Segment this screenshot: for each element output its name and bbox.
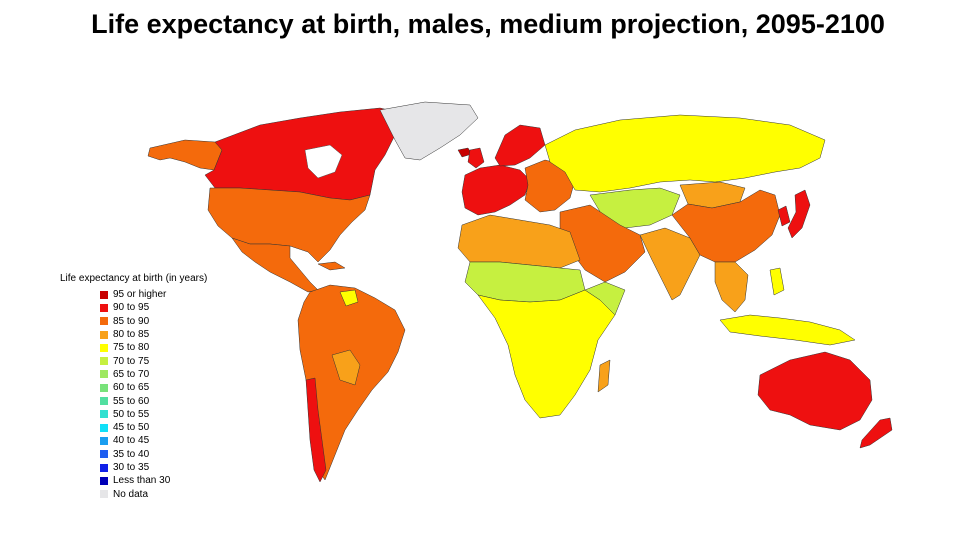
region-russia: [544, 114, 826, 193]
legend-swatch: [100, 423, 108, 432]
legend-item: 30 to 35: [100, 461, 207, 474]
region-north-africa: [457, 214, 581, 269]
legend-label: 35 to 40: [113, 448, 150, 460]
legend-label: 50 to 55: [113, 408, 150, 420]
legend-label: 80 to 85: [113, 329, 150, 341]
legend-item: 40 to 45: [100, 434, 207, 447]
region-caribbean: [317, 261, 346, 271]
legend-label: 90 to 95: [113, 302, 150, 314]
legend-label: 30 to 35: [113, 462, 150, 473]
legend-swatch: [100, 383, 108, 392]
legend-label: 75 to 80: [113, 342, 150, 354]
legend-label: 65 to 70: [113, 368, 150, 380]
region-india: [639, 227, 701, 301]
region-mexico-central-america: [231, 237, 319, 293]
map-title: Life expectancy at birth, males, medium …: [91, 9, 885, 39]
region-australia: [757, 351, 873, 431]
region-uk: [467, 147, 485, 169]
region-western-europe: [461, 164, 531, 216]
legend-label: 95 or higher: [113, 289, 167, 301]
region-sub-saharan-africa: [477, 289, 616, 419]
legend-swatch: [100, 450, 108, 459]
legend-title: Life expectancy at birth (in years): [60, 273, 208, 284]
legend-item: 95 or higher: [100, 288, 207, 301]
region-madagascar: [597, 359, 611, 393]
legend-item: 75 to 80: [100, 341, 207, 354]
region-greenland: [379, 101, 479, 161]
hudson-bay: [304, 144, 343, 179]
region-new-zealand: [859, 417, 893, 449]
legend-swatch: [100, 476, 108, 485]
region-bolivia-paraguay: [331, 349, 361, 386]
legend-swatch: [100, 290, 108, 299]
legend-label: 70 to 75: [113, 355, 150, 367]
legend-item: 35 to 40: [100, 448, 207, 461]
legend-item: 90 to 95: [100, 301, 207, 314]
region-indonesia: [719, 314, 856, 346]
region-philippines: [769, 267, 785, 296]
legend-item: 45 to 50: [100, 421, 207, 434]
region-guianas: [339, 289, 359, 307]
legend-item: 50 to 55: [100, 408, 207, 421]
legend-list: 95 or higher 90 to 95 85 to 90 80 to 85 75 t…: [60, 288, 207, 501]
legend-label: 85 to 90: [113, 315, 150, 327]
legend-item: 70 to 75: [100, 354, 207, 367]
legend-swatch: [100, 357, 108, 366]
legend-swatch: [100, 410, 108, 419]
legend-swatch: [100, 463, 108, 472]
legend-item: 55 to 60: [100, 394, 207, 407]
legend-item: 85 to 90: [100, 315, 207, 328]
legend-item: 80 to 85: [100, 328, 207, 341]
legend-label: No data: [113, 488, 149, 500]
region-korea: [777, 205, 791, 227]
legend-item: Less than 30: [100, 474, 207, 487]
region-scandinavia: [494, 124, 546, 167]
legend: Life expectancy at birth (in years) 95 o…: [60, 273, 207, 501]
legend-swatch: [100, 490, 108, 499]
legend-label: 40 to 45: [113, 435, 150, 447]
region-alaska: [147, 139, 223, 171]
region-chile: [305, 377, 327, 483]
legend-item: 60 to 65: [100, 381, 207, 394]
legend-item: No data: [100, 487, 207, 500]
legend-swatch: [100, 343, 108, 352]
legend-label: 45 to 50: [113, 422, 150, 434]
legend-label: 55 to 60: [113, 395, 150, 407]
legend-swatch: [100, 436, 108, 445]
legend-label: 60 to 65: [113, 382, 150, 394]
legend-item: 65 to 70: [100, 368, 207, 381]
legend-label: Less than 30: [113, 475, 171, 487]
legend-swatch: [100, 330, 108, 339]
legend-swatch: [100, 303, 108, 312]
legend-swatch: [100, 397, 108, 406]
legend-swatch: [100, 317, 108, 326]
region-china: [671, 189, 781, 263]
legend-swatch: [100, 370, 108, 379]
region-japan: [787, 189, 811, 239]
region-southeast-asia: [714, 261, 749, 313]
region-horn-of-africa: [584, 281, 626, 316]
